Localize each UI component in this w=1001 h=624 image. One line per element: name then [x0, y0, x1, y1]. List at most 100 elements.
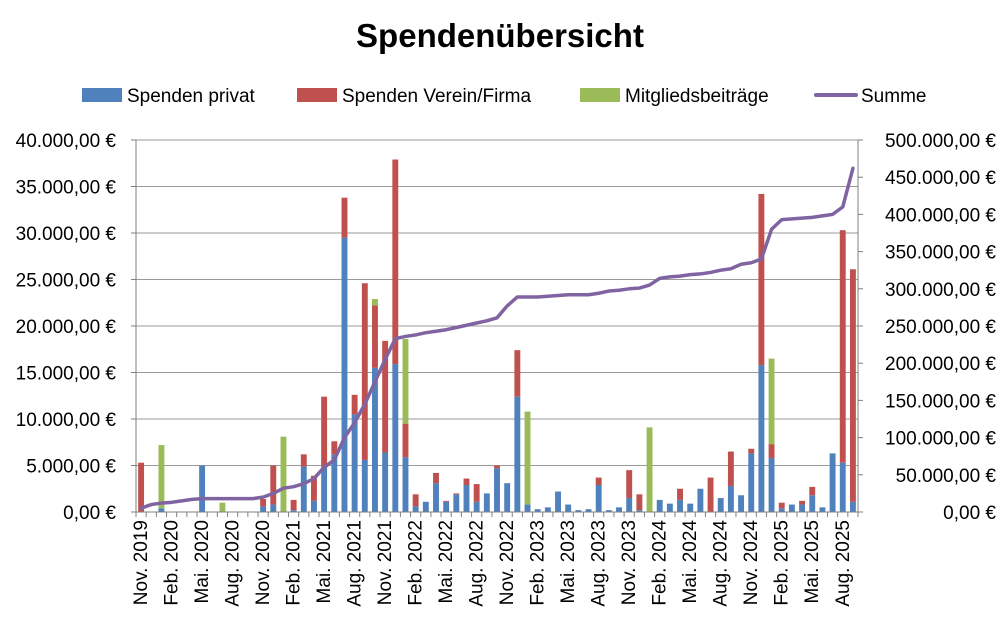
bar-spenden-privat [768, 458, 775, 512]
bar-spenden-privat [321, 465, 328, 512]
bar-spenden-privat [483, 493, 490, 512]
bar-spenden-privat [473, 501, 480, 512]
y-right-tick-label: 250.000,00 € [885, 317, 996, 338]
bar-spenden-privat [158, 508, 165, 512]
bar-mitgliedsbeitraege [524, 411, 531, 505]
bar-spenden-privat [290, 510, 297, 512]
legend-swatch-privat [82, 88, 122, 102]
x-tick-label: Feb. 2020 [162, 520, 183, 606]
bar-spenden-privat [738, 495, 745, 512]
bar-spenden-verein [351, 394, 358, 415]
bar-spenden-verein [849, 269, 856, 502]
bar-spenden-privat [422, 501, 429, 512]
legend-label-verein: Spenden Verein/Firma [342, 86, 531, 107]
bar-spenden-privat [402, 457, 409, 512]
bar-spenden-verein [768, 444, 775, 459]
bar-spenden-verein [748, 448, 755, 454]
bar-spenden-privat [494, 468, 500, 512]
bar-spenden-verein [839, 230, 846, 463]
legend-label-privat: Spenden privat [127, 86, 256, 107]
x-tick-label: Feb. 2023 [528, 520, 549, 606]
x-tick-label: Aug. 2022 [467, 520, 488, 607]
y-right-tick-label: 300.000,00 € [885, 280, 996, 301]
bar-spenden-privat [361, 459, 368, 512]
bar-spenden-privat [534, 509, 541, 512]
bar-spenden-privat [382, 452, 389, 512]
bar-mitgliedsbeitraege [646, 427, 653, 512]
legend-swatch-mitglied [580, 88, 620, 102]
bar-spenden-verein [809, 486, 816, 496]
bar-spenden-privat [636, 510, 643, 512]
x-tick-label: Aug. 2020 [223, 520, 244, 607]
bar-spenden-verein [311, 475, 317, 501]
summe-line [139, 166, 855, 511]
bar-mitgliedsbeitraege [158, 445, 165, 509]
bar-spenden-privat [626, 498, 633, 512]
bar-spenden-verein [361, 283, 368, 460]
bar-spenden-privat [555, 491, 561, 512]
bar-spenden-verein [799, 500, 806, 505]
bar-spenden-verein [453, 493, 460, 495]
bar-spenden-privat [341, 237, 348, 512]
y-right-tick-label: 400.000,00 € [885, 205, 996, 226]
x-tick-label: Aug. 2023 [589, 520, 610, 607]
bar-spenden-privat [616, 507, 622, 512]
bar-spenden-privat [758, 365, 765, 512]
stacked-bars [138, 159, 856, 512]
bar-spenden-verein [321, 396, 328, 466]
x-tick-label: Nov. 2019 [131, 520, 152, 605]
bar-spenden-privat [514, 396, 521, 512]
bar-spenden-privat [849, 501, 856, 512]
y-right-tick-label: 200.000,00 € [885, 354, 996, 375]
bar-spenden-privat [839, 462, 846, 512]
x-tick-label: Aug. 2024 [711, 520, 732, 607]
x-tick-label: Nov. 2020 [253, 520, 274, 605]
bar-spenden-privat [819, 507, 826, 512]
y-left-tick-label: 10.000,00 € [16, 410, 117, 431]
bar-spenden-verein [392, 159, 399, 365]
bar-spenden-privat [727, 485, 734, 512]
bar-spenden-verein [778, 502, 785, 509]
bar-spenden-verein [463, 478, 470, 486]
axes [131, 139, 863, 517]
bar-spenden-verein [270, 465, 277, 505]
legend-label-mitglied: Mitgliedsbeiträge [625, 86, 769, 107]
y-left-tick-label: 5.000,00 € [26, 457, 116, 478]
bar-spenden-privat [311, 500, 317, 512]
bar-spenden-privat [595, 485, 602, 512]
bar-spenden-verein [636, 494, 643, 511]
x-tick-label: Feb. 2022 [406, 520, 427, 606]
bar-spenden-privat [799, 504, 806, 512]
x-tick-label: Feb. 2025 [772, 520, 793, 606]
x-tick-label: Mai. 2024 [680, 520, 701, 604]
bar-spenden-verein [727, 451, 734, 486]
bar-mitgliedsbeitraege [280, 436, 287, 512]
x-tick-label: Feb. 2021 [284, 520, 305, 606]
bar-spenden-privat [809, 495, 816, 512]
left-axis-ticks: 0,00 € 5.000,00 € 10.000,00 € 15.000,00 € 20… [16, 131, 117, 524]
bar-spenden-privat [544, 507, 551, 512]
bar-spenden-verein [372, 305, 378, 368]
bar-spenden-verein [138, 462, 145, 512]
bar-spenden-verein [331, 441, 338, 455]
bar-spenden-privat [565, 504, 572, 512]
bar-spenden-privat [331, 454, 338, 512]
x-tick-label: Feb. 2024 [650, 520, 671, 606]
x-axis-ticks: Nov. 2019 Feb. 2020 Mai. 2020 Aug. 2020 Nov.… [131, 520, 854, 607]
y-left-tick-label: 40.000,00 € [16, 131, 117, 152]
bar-spenden-verein [260, 498, 267, 507]
x-tick-label: Mai. 2020 [192, 520, 213, 603]
x-tick-label: Mai. 2021 [314, 520, 335, 603]
chart-title: Spendenübersicht [356, 17, 644, 54]
bar-spenden-verein [412, 494, 419, 507]
bar-spenden-verein [290, 499, 297, 511]
bar-spenden-verein [677, 488, 683, 500]
bar-spenden-verein [758, 193, 765, 366]
legend-label-summe: Summe [861, 86, 926, 107]
bar-spenden-privat [443, 501, 450, 512]
bar-spenden-privat [504, 483, 511, 512]
x-tick-label: Nov. 2023 [619, 520, 640, 605]
bar-spenden-privat [585, 509, 592, 512]
y-left-tick-label: 30.000,00 € [16, 224, 117, 245]
